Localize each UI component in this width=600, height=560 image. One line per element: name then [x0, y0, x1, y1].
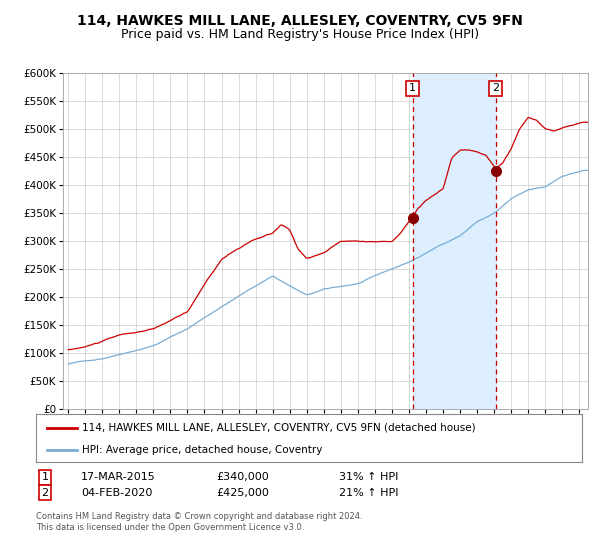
Text: HPI: Average price, detached house, Coventry: HPI: Average price, detached house, Cove…	[82, 445, 323, 455]
Text: Contains HM Land Registry data © Crown copyright and database right 2024.
This d: Contains HM Land Registry data © Crown c…	[36, 512, 362, 532]
Text: 2: 2	[492, 83, 499, 94]
Text: Price paid vs. HM Land Registry's House Price Index (HPI): Price paid vs. HM Land Registry's House …	[121, 28, 479, 41]
Text: 1: 1	[409, 83, 416, 94]
Text: 21% ↑ HPI: 21% ↑ HPI	[339, 488, 398, 498]
Text: 2: 2	[41, 488, 49, 498]
Text: 31% ↑ HPI: 31% ↑ HPI	[339, 472, 398, 482]
Text: £340,000: £340,000	[216, 472, 269, 482]
Text: 114, HAWKES MILL LANE, ALLESLEY, COVENTRY, CV5 9FN: 114, HAWKES MILL LANE, ALLESLEY, COVENTR…	[77, 14, 523, 28]
Text: 04-FEB-2020: 04-FEB-2020	[81, 488, 152, 498]
Text: 1: 1	[41, 472, 49, 482]
Text: £425,000: £425,000	[216, 488, 269, 498]
Text: 17-MAR-2015: 17-MAR-2015	[81, 472, 156, 482]
Bar	[413, 73, 496, 409]
Text: 114, HAWKES MILL LANE, ALLESLEY, COVENTRY, CV5 9FN (detached house): 114, HAWKES MILL LANE, ALLESLEY, COVENTR…	[82, 423, 476, 433]
